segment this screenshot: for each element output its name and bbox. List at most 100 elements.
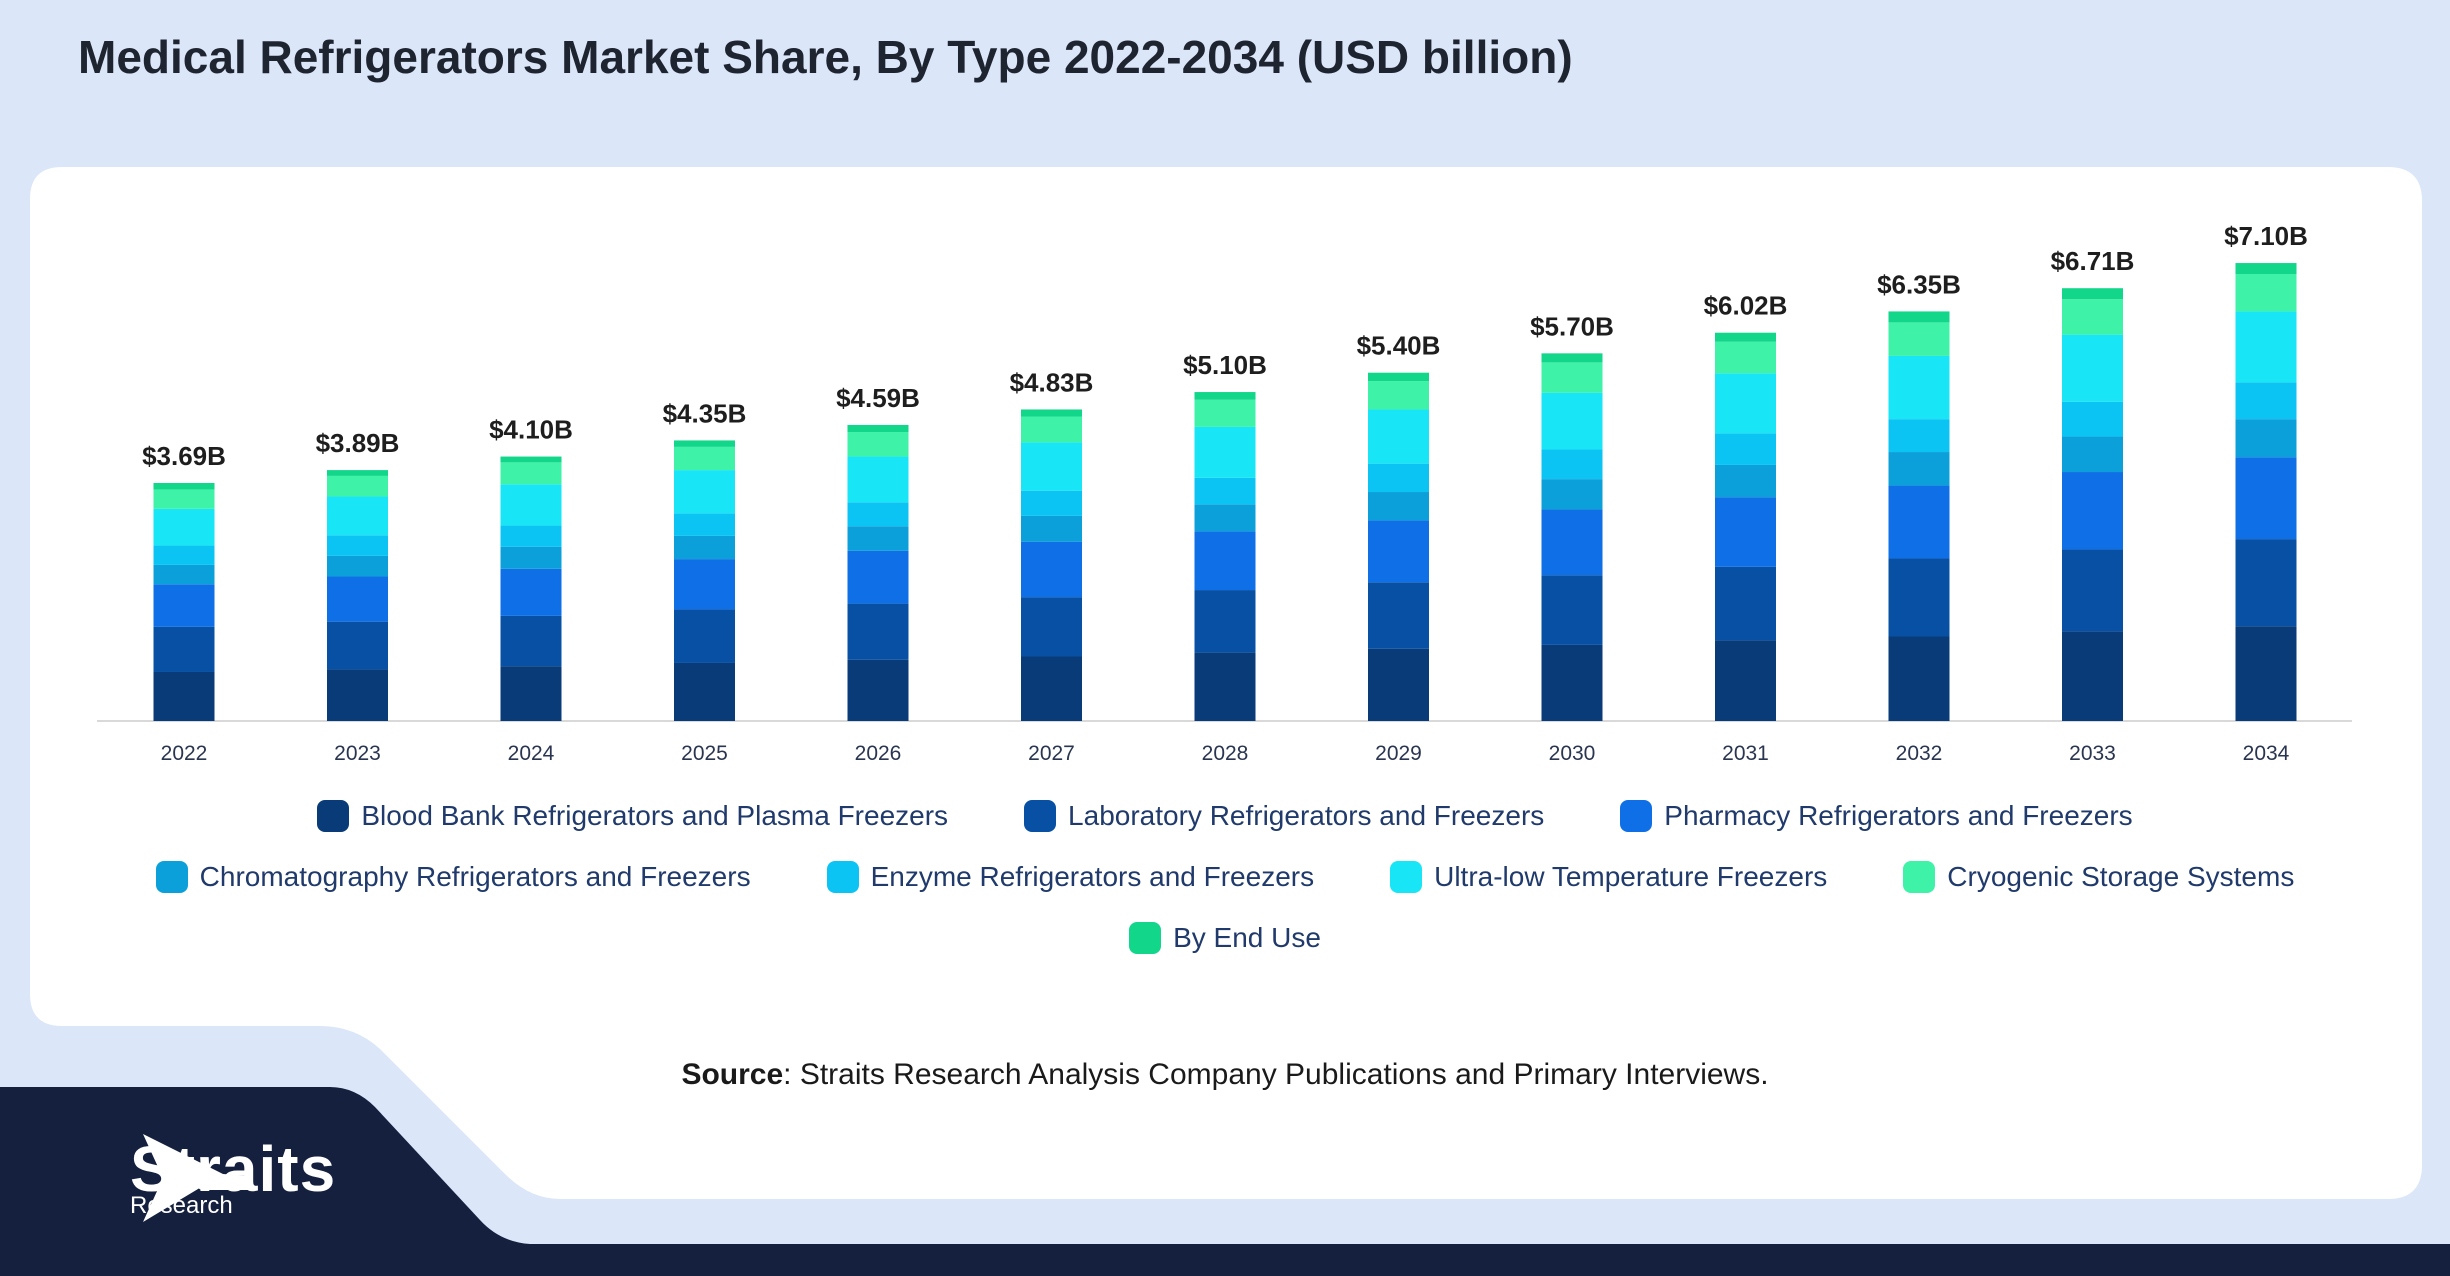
bar-segment-2027-series-6 (1021, 416, 1082, 443)
legend-swatch (1024, 800, 1057, 832)
bar-segment-2034-series-6 (2235, 274, 2297, 312)
bar-segment-2022-series-6 (153, 489, 215, 509)
bar-segment-2032-series-6 (1888, 322, 1950, 356)
bar-segment-2027-series-5 (1021, 442, 1082, 491)
bar-segment-2025-series-0 (674, 662, 735, 721)
bar-segment-2031-series-6 (1715, 341, 1776, 374)
bar-segment-2025-series-1 (674, 609, 735, 663)
bar-segment-2033-series-3 (2062, 436, 2123, 473)
bar-segment-2028-series-4 (1194, 477, 1256, 505)
legend-item[interactable]: Chromatography Refrigerators and Freezer… (155, 861, 751, 893)
bar-segment-2022-series-0 (153, 671, 215, 721)
legend-label: Cryogenic Storage Systems (1947, 861, 2295, 892)
bar-segment-2033-series-0 (2062, 631, 2123, 721)
bar-segment-2023-series-4 (327, 535, 388, 556)
total-label-2031: $6.02B (1704, 291, 1788, 321)
x-tick-label-2034: 2034 (2243, 742, 2290, 765)
total-label-2025: $4.35B (663, 398, 747, 428)
bar-segment-2032-series-1 (1888, 558, 1950, 637)
x-tick-label-2022: 2022 (161, 742, 208, 765)
x-tick-label-2029: 2029 (1375, 742, 1422, 765)
bar-segment-2027-series-3 (1021, 515, 1082, 542)
total-label-2033: $6.71B (2051, 246, 2135, 276)
total-label-2032: $6.35B (1877, 269, 1961, 299)
bar-segment-2032-series-0 (1888, 636, 1950, 721)
bar-segment-2029-series-1 (1368, 582, 1429, 649)
bar-segment-2029-series-4 (1368, 463, 1429, 493)
bar-segment-2024-series-4 (500, 525, 562, 547)
legend-label: Blood Bank Refrigerators and Plasma Free… (361, 800, 949, 831)
legend-item[interactable]: Enzyme Refrigerators and Freezers (826, 861, 1315, 893)
bar-segment-2029-series-6 (1368, 381, 1429, 410)
bar-segment-2022-series-5 (153, 508, 215, 546)
bar-segment-2027-series-7 (1021, 409, 1082, 417)
x-tick-label-2023: 2023 (334, 742, 381, 765)
bar-segment-2034-series-0 (2235, 626, 2297, 721)
bar-segment-2030-series-4 (1541, 449, 1603, 480)
bar-segment-2023-series-3 (327, 555, 388, 577)
legend-label: Laboratory Refrigerators and Freezers (1068, 800, 1545, 831)
bar-segment-2031-series-5 (1715, 373, 1776, 434)
bar-segment-2023-series-2 (327, 576, 388, 622)
total-label-2029: $5.40B (1357, 331, 1441, 361)
bar-segment-2030-series-3 (1541, 479, 1603, 510)
straits-logo-icon (143, 1134, 251, 1222)
bar-segment-2026-series-7 (847, 424, 909, 433)
bar-segment-2025-series-7 (674, 440, 735, 447)
bar-segment-2030-series-7 (1541, 353, 1603, 363)
x-tick-label-2025: 2025 (681, 742, 728, 765)
legend-swatch (317, 800, 350, 832)
bar-segment-2030-series-5 (1541, 392, 1603, 450)
bar-segment-2025-series-5 (674, 470, 735, 514)
bar-segment-2025-series-2 (674, 559, 735, 610)
bar-segment-2024-series-1 (500, 615, 562, 667)
bar-segment-2026-series-3 (847, 526, 909, 551)
bar-segment-2022-series-7 (153, 482, 215, 490)
legend-item[interactable]: Blood Bank Refrigerators and Plasma Free… (317, 800, 948, 832)
total-label-2030: $5.70B (1530, 311, 1614, 341)
legend-item[interactable]: Ultra-low Temperature Freezers (1390, 861, 1827, 893)
bar-segment-2022-series-1 (153, 626, 215, 672)
bar-segment-2026-series-2 (847, 550, 909, 604)
bar-segment-2029-series-2 (1368, 520, 1429, 583)
legend-swatch (1620, 800, 1653, 832)
legend-item[interactable]: By End Use (1129, 922, 1321, 954)
bar-segment-2026-series-4 (847, 502, 909, 527)
legend-label: Ultra-low Temperature Freezers (1434, 861, 1828, 892)
bar-segment-2028-series-1 (1194, 590, 1256, 653)
total-label-2028: $5.10B (1183, 350, 1267, 380)
bar-segment-2026-series-5 (847, 456, 909, 503)
bar-segment-2027-series-2 (1021, 541, 1082, 598)
logo-subtext: Research (130, 1192, 233, 1219)
bar-segment-2034-series-4 (2235, 382, 2297, 420)
source-label: Source (681, 1058, 784, 1091)
bar-segment-2024-series-5 (500, 484, 562, 526)
legend-item[interactable]: Cryogenic Storage Systems (1903, 861, 2294, 893)
total-label-2026: $4.59B (836, 383, 920, 413)
legend-swatch (1390, 861, 1423, 893)
bar-segment-2028-series-3 (1194, 504, 1256, 532)
source-note: Source: Straits Research Analysis Compan… (0, 1058, 2450, 1092)
total-label-2027: $4.83B (1010, 367, 1094, 397)
bar-segment-2031-series-1 (1715, 566, 1776, 641)
bar-segment-2032-series-4 (1888, 419, 1950, 453)
x-tick-label-2028: 2028 (1202, 742, 1249, 765)
bar-segment-2024-series-2 (500, 568, 562, 616)
legend-item[interactable]: Pharmacy Refrigerators and Freezers (1620, 800, 2133, 832)
bar-segment-2033-series-5 (2062, 334, 2123, 402)
bar-segment-2034-series-2 (2235, 457, 2297, 540)
legend-swatch (155, 861, 188, 893)
legend-label: Enzyme Refrigerators and Freezers (870, 861, 1315, 892)
bar-segment-2030-series-0 (1541, 644, 1603, 721)
page-title: Medical Refrigerators Market Share, By T… (78, 31, 1573, 83)
bar-segment-2030-series-1 (1541, 575, 1603, 645)
bar-segment-2033-series-4 (2062, 401, 2123, 437)
x-tick-label-2032: 2032 (1896, 742, 1943, 765)
bar-segment-2033-series-7 (2062, 288, 2123, 300)
bar-segment-2023-series-1 (327, 621, 388, 670)
bar-segment-2032-series-5 (1888, 355, 1950, 420)
legend-swatch (1129, 922, 1162, 954)
legend-item[interactable]: Laboratory Refrigerators and Freezers (1024, 800, 1544, 832)
bar-segment-2031-series-7 (1715, 332, 1776, 342)
legend-label: Pharmacy Refrigerators and Freezers (1664, 800, 2133, 831)
